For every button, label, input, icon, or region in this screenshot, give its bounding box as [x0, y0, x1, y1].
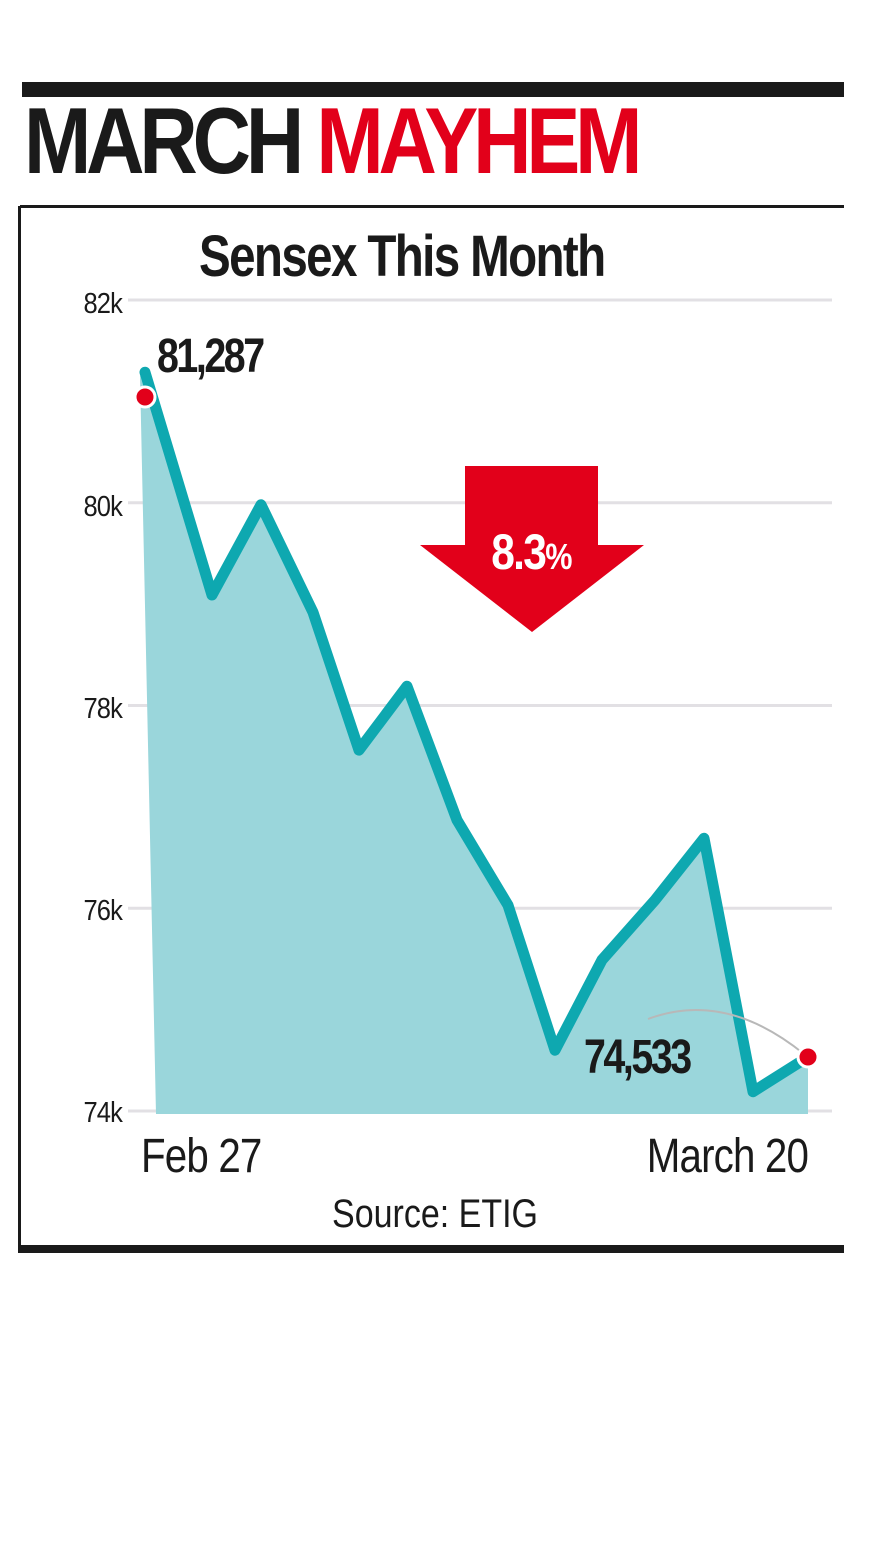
- x-label-end: March 20: [646, 1130, 809, 1183]
- chart-frame-top: [20, 205, 844, 208]
- headline-word-march: MARCH: [24, 88, 304, 193]
- start-point-marker: [133, 385, 157, 409]
- headline-word-mayhem: MAYHEM: [316, 88, 642, 193]
- y-tick-82k: 82k: [83, 288, 122, 320]
- end-value-label: 74,533: [584, 1031, 692, 1084]
- change-percent-value: 8.3: [491, 524, 547, 580]
- chart-frame-left: [18, 206, 21, 1253]
- y-tick-80k: 80k: [83, 491, 122, 523]
- start-value-label: 81,287: [157, 330, 265, 383]
- y-tick-74k: 74k: [83, 1097, 122, 1129]
- source-credit: Source: ETIG: [332, 1192, 538, 1236]
- callout-arc: [647, 1009, 805, 1055]
- chart-frame-bottom: [19, 1245, 844, 1253]
- area-fill: [140, 375, 808, 1114]
- down-arrow-icon: [420, 466, 644, 632]
- y-tick-78k: 78k: [83, 693, 122, 725]
- y-tick-76k: 76k: [83, 895, 122, 927]
- change-percent-unit: %: [545, 536, 572, 577]
- chart-title: Sensex This Month: [199, 224, 606, 289]
- x-label-start: Feb 27: [141, 1130, 262, 1183]
- headline: MARCH MAYHEM: [24, 94, 642, 188]
- end-point-marker: [796, 1045, 820, 1069]
- header-rule: [22, 82, 844, 97]
- sensex-line: [139, 366, 814, 1098]
- change-percent-label: 8.3%: [476, 522, 587, 587]
